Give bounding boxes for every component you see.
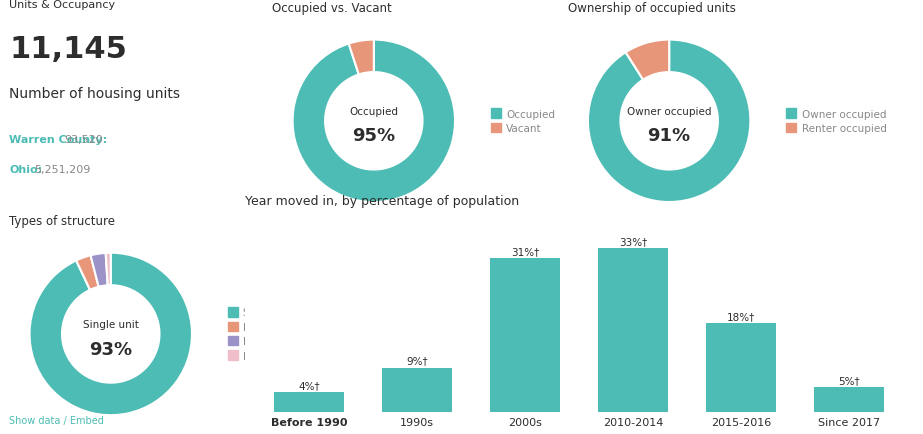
Text: Types of structure: Types of structure bbox=[9, 214, 115, 227]
Text: Ohio:: Ohio: bbox=[9, 165, 42, 175]
Text: Warren County:: Warren County: bbox=[9, 135, 107, 145]
Wedge shape bbox=[349, 40, 374, 75]
Text: 11,145: 11,145 bbox=[9, 35, 127, 64]
Wedge shape bbox=[626, 40, 669, 80]
Legend: Single unit, Multi-unit, Mobile home, Boat, RV, van, etc.: Single unit, Multi-unit, Mobile home, Bo… bbox=[228, 308, 340, 361]
Text: 5,251,209: 5,251,209 bbox=[34, 165, 90, 175]
Text: Show data / Embed: Show data / Embed bbox=[663, 248, 757, 258]
Text: 5%†: 5%† bbox=[838, 375, 860, 385]
Text: Ownership of occupied units: Ownership of occupied units bbox=[568, 2, 736, 15]
Wedge shape bbox=[77, 256, 99, 290]
Bar bbox=[814, 388, 884, 412]
Wedge shape bbox=[588, 40, 750, 203]
Text: 95%: 95% bbox=[353, 127, 395, 145]
Text: Occupied: Occupied bbox=[349, 107, 399, 117]
Text: Owner occupied: Owner occupied bbox=[627, 107, 712, 117]
Text: 93,520: 93,520 bbox=[64, 135, 102, 145]
Wedge shape bbox=[105, 253, 111, 286]
Bar bbox=[706, 323, 776, 412]
Text: Year moved in, by percentage of population: Year moved in, by percentage of populati… bbox=[245, 194, 519, 207]
Bar bbox=[598, 249, 668, 412]
Wedge shape bbox=[30, 253, 192, 415]
Text: Units & Occupancy: Units & Occupancy bbox=[9, 0, 115, 10]
Wedge shape bbox=[293, 40, 455, 203]
Bar bbox=[490, 259, 560, 412]
Legend: Owner occupied, Renter occupied: Owner occupied, Renter occupied bbox=[786, 109, 887, 134]
Text: 33%†: 33%† bbox=[619, 237, 647, 247]
Text: Show data / Embed: Show data / Embed bbox=[367, 248, 462, 258]
Text: 91%: 91% bbox=[648, 127, 690, 145]
Text: Show data / Embed: Show data / Embed bbox=[9, 415, 104, 425]
Text: 18%†: 18%† bbox=[727, 311, 755, 321]
Text: 4%†: 4%† bbox=[298, 381, 320, 391]
Text: 93%: 93% bbox=[90, 340, 132, 358]
Text: 9%†: 9%† bbox=[406, 356, 428, 366]
Bar bbox=[382, 368, 452, 412]
Text: Number of housing units: Number of housing units bbox=[9, 87, 180, 101]
Legend: Occupied, Vacant: Occupied, Vacant bbox=[491, 109, 556, 134]
Text: Occupied vs. Vacant: Occupied vs. Vacant bbox=[272, 2, 392, 15]
Text: Single unit: Single unit bbox=[83, 319, 138, 329]
Bar bbox=[274, 392, 344, 412]
Text: 31%†: 31%† bbox=[511, 247, 539, 256]
Wedge shape bbox=[90, 253, 108, 287]
